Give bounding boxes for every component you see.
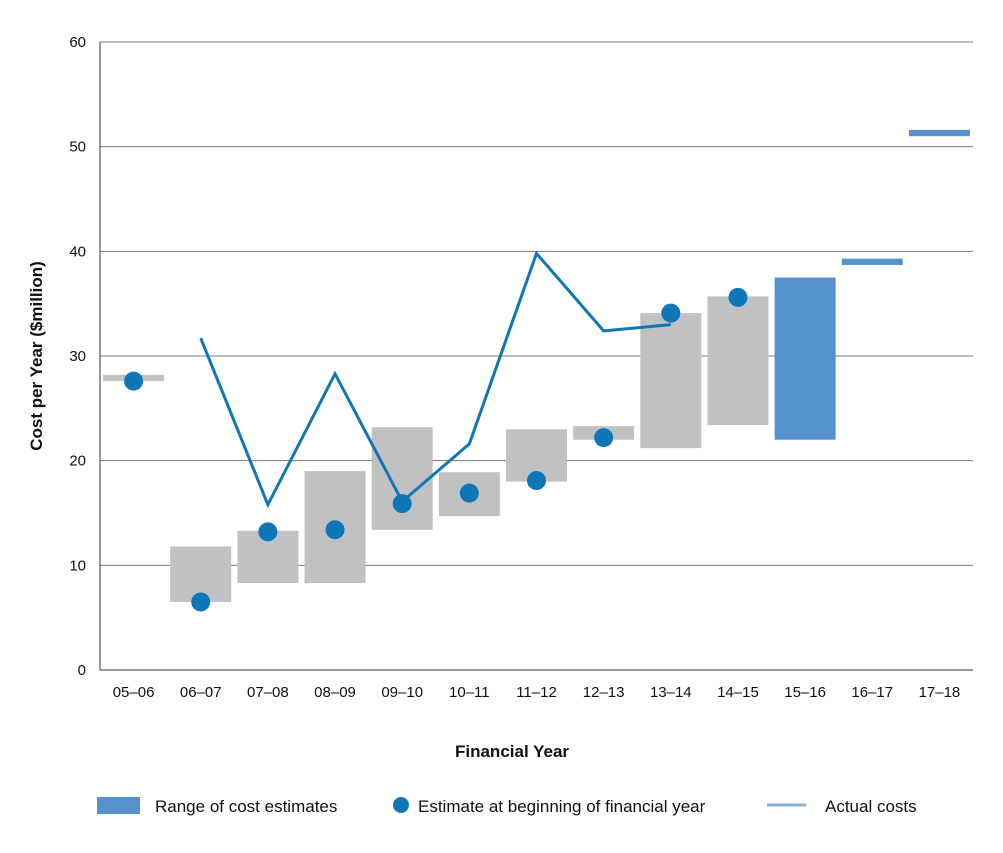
actual-costs-series (199, 250, 671, 509)
range-bar-14–15 (707, 296, 769, 426)
range-bar-13–14 (640, 313, 702, 449)
estimate-point-06–07 (191, 592, 211, 612)
x-tick-label: 07–08 (247, 684, 289, 701)
estimate-points (124, 287, 748, 612)
x-tick-label: 12–13 (583, 684, 625, 701)
y-tick-label: 40 (69, 243, 86, 260)
range-bar-15–16 (774, 277, 836, 440)
x-tick-label: 08–09 (314, 684, 356, 701)
estimate-point-05–06 (124, 371, 144, 391)
estimate-point-14–15 (728, 287, 748, 307)
estimate-point-07–08 (258, 522, 278, 542)
legend: Range of cost estimates Estimate at begi… (97, 797, 917, 816)
x-tick-label: 06–07 (180, 684, 222, 701)
x-tick-label: 16–17 (851, 684, 893, 701)
y-tick-label: 0 (78, 662, 86, 679)
estimate-point-09–10 (392, 494, 412, 514)
range-bar-16–17 (841, 258, 903, 265)
legend-label-range: Range of cost estimates (155, 797, 337, 816)
x-tick-label: 13–14 (650, 684, 692, 701)
x-axis-tick-labels: 05–06 06–07 07–08 08–09 09–10 10–11 11–12 12–13… (113, 684, 961, 701)
grid-lines (99, 41, 973, 671)
x-tick-label: 05–06 (113, 684, 155, 701)
x-axis-title: Financial Year (455, 742, 569, 761)
range-bar-09–10 (371, 427, 433, 530)
x-tick-label: 14–15 (717, 684, 759, 701)
y-axis-tick-labels: 0 10 20 30 40 50 60 (69, 34, 86, 679)
estimate-point-11–12 (527, 471, 546, 491)
x-tick-label: 11–12 (516, 684, 557, 701)
range-bars (103, 129, 970, 602)
estimate-point-10–11 (459, 483, 479, 503)
y-tick-label: 60 (69, 34, 86, 51)
legend-label-estimate: Estimate at beginning of financial year (418, 797, 706, 816)
legend-swatch-estimate (393, 797, 409, 813)
actual-costs-line (199, 250, 671, 509)
x-tick-label: 09–10 (381, 684, 423, 701)
estimate-point-13–14 (661, 303, 681, 323)
y-tick-label: 10 (69, 557, 86, 574)
x-tick-label: 17–18 (919, 684, 961, 701)
y-tick-label: 20 (69, 453, 86, 470)
y-axis-title: Cost per Year ($million) (27, 261, 46, 451)
y-tick-label: 30 (69, 348, 86, 365)
estimate-point-08–09 (325, 520, 345, 540)
y-tick-label: 50 (69, 139, 86, 156)
x-tick-label: 15–16 (784, 684, 826, 701)
x-tick-label: 10–11 (449, 684, 490, 701)
legend-label-actual: Actual costs (825, 797, 917, 816)
range-bar-17–18 (908, 129, 970, 137)
legend-swatch-range (97, 797, 140, 814)
estimate-point-12–13 (594, 428, 614, 448)
